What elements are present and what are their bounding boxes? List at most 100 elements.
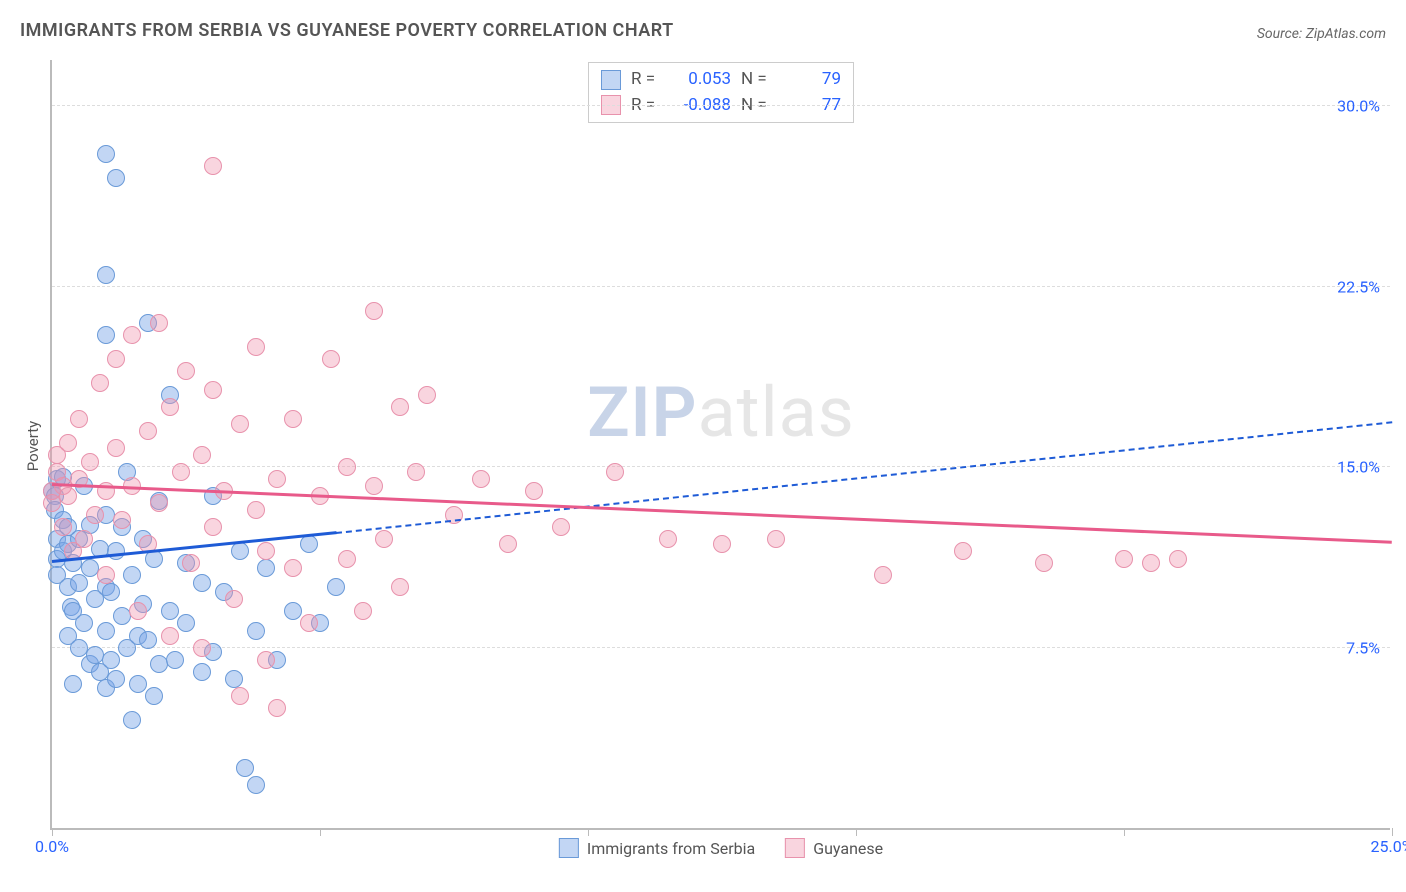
point-guyanese — [767, 530, 785, 548]
point-guyanese — [874, 566, 892, 584]
legend-item-serbia: Immigrants from Serbia — [559, 838, 755, 858]
point-guyanese — [225, 590, 243, 608]
x-tick-label: 25.0% — [1371, 837, 1406, 856]
y-tick-label: 22.5% — [1337, 277, 1380, 296]
point-guyanese — [268, 470, 286, 488]
x-tick — [52, 828, 53, 836]
y-tick-label: 7.5% — [1346, 638, 1380, 657]
swatch-guyanese — [785, 838, 805, 858]
chart-plot-area: ZIPatlas R = 0.053 N = 79 R = -0.088 N =… — [50, 60, 1390, 830]
point-guyanese — [161, 627, 179, 645]
point-guyanese — [161, 398, 179, 416]
point-guyanese — [338, 458, 356, 476]
x-tick — [856, 828, 857, 836]
point-serbia — [166, 651, 184, 669]
point-guyanese — [150, 314, 168, 332]
watermark: ZIPatlas — [587, 372, 855, 454]
point-guyanese — [123, 326, 141, 344]
point-guyanese — [257, 542, 275, 560]
point-guyanese — [391, 578, 409, 596]
point-guyanese — [606, 463, 624, 481]
point-serbia — [64, 675, 82, 693]
point-guyanese — [81, 453, 99, 471]
point-guyanese — [1169, 550, 1187, 568]
source-label: Source: — [1257, 26, 1302, 42]
point-guyanese — [54, 518, 72, 536]
point-serbia — [300, 535, 318, 553]
point-guyanese — [177, 362, 195, 380]
point-guyanese — [365, 302, 383, 320]
point-guyanese — [391, 398, 409, 416]
point-guyanese — [113, 511, 131, 529]
legend-row-serbia: R = 0.053 N = 79 — [601, 67, 841, 93]
point-guyanese — [322, 350, 340, 368]
point-guyanese — [107, 350, 125, 368]
point-serbia — [193, 663, 211, 681]
point-serbia — [97, 145, 115, 163]
point-guyanese — [193, 639, 211, 657]
point-serbia — [247, 622, 265, 640]
point-guyanese — [552, 518, 570, 536]
source-attribution: Source: ZipAtlas.com — [1257, 26, 1386, 42]
point-guyanese — [659, 530, 677, 548]
gridline — [52, 286, 1390, 287]
point-guyanese — [247, 501, 265, 519]
series-name-serbia: Immigrants from Serbia — [587, 839, 755, 858]
point-serbia — [193, 574, 211, 592]
watermark-atlas: atlas — [698, 372, 855, 454]
x-tick — [1124, 828, 1125, 836]
series-name-guyanese: Guyanese — [813, 839, 883, 858]
point-guyanese — [375, 530, 393, 548]
r-label: R = — [631, 67, 663, 93]
point-guyanese — [204, 518, 222, 536]
point-guyanese — [204, 381, 222, 399]
point-guyanese — [172, 463, 190, 481]
r-value-serbia: 0.053 — [673, 67, 731, 93]
x-tick — [1392, 828, 1393, 836]
point-serbia — [145, 687, 163, 705]
point-guyanese — [354, 602, 372, 620]
point-serbia — [75, 614, 93, 632]
point-serbia — [247, 776, 265, 794]
point-serbia — [129, 675, 147, 693]
point-serbia — [97, 326, 115, 344]
point-guyanese — [257, 651, 275, 669]
point-guyanese — [713, 535, 731, 553]
gridline — [52, 466, 1390, 467]
correlation-legend: R = 0.053 N = 79 R = -0.088 N = 77 — [588, 62, 854, 123]
source-value: ZipAtlas.com — [1306, 26, 1386, 42]
point-guyanese — [91, 374, 109, 392]
y-axis-label: Poverty — [24, 421, 42, 471]
point-serbia — [327, 578, 345, 596]
point-guyanese — [231, 415, 249, 433]
point-guyanese — [365, 477, 383, 495]
point-guyanese — [59, 434, 77, 452]
point-guyanese — [204, 157, 222, 175]
point-serbia — [257, 559, 275, 577]
point-guyanese — [268, 699, 286, 717]
gridline — [52, 105, 1390, 106]
n-label: N = — [741, 67, 773, 93]
point-guyanese — [75, 530, 93, 548]
legend-item-guyanese: Guyanese — [785, 838, 883, 858]
point-serbia — [225, 670, 243, 688]
x-tick — [588, 828, 589, 836]
point-serbia — [97, 622, 115, 640]
y-tick-label: 15.0% — [1337, 458, 1380, 477]
point-serbia — [123, 711, 141, 729]
x-tick-label: 0.0% — [35, 837, 69, 856]
point-guyanese — [129, 602, 147, 620]
point-serbia — [177, 614, 195, 632]
point-serbia — [107, 542, 125, 560]
point-guyanese — [407, 463, 425, 481]
series-legend: Immigrants from Serbia Guyanese — [559, 838, 883, 858]
point-guyanese — [247, 338, 265, 356]
point-guyanese — [150, 494, 168, 512]
point-guyanese — [1035, 554, 1053, 572]
point-serbia — [123, 566, 141, 584]
point-guyanese — [954, 542, 972, 560]
swatch-serbia — [559, 838, 579, 858]
point-serbia — [102, 583, 120, 601]
point-serbia — [139, 631, 157, 649]
point-guyanese — [182, 554, 200, 572]
